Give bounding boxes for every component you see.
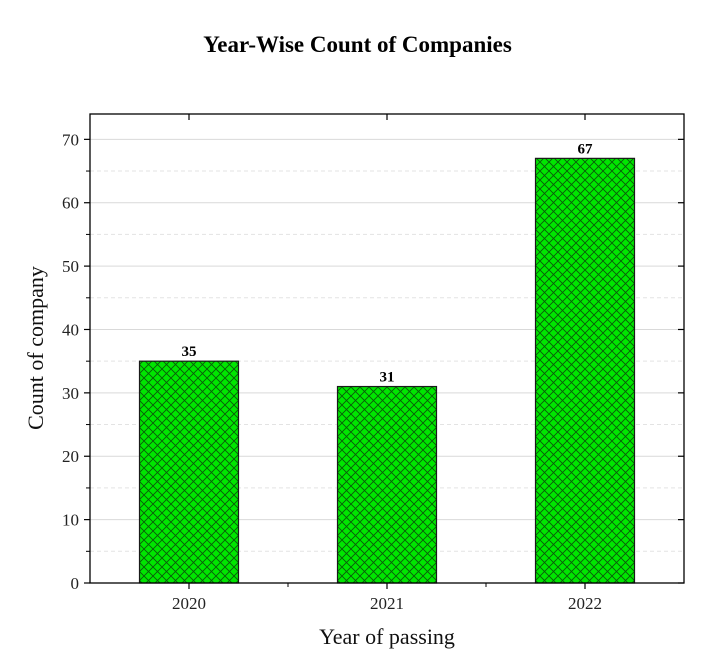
y-tick-label-70: 70 xyxy=(62,130,79,149)
x-axis-label: Year of passing xyxy=(319,624,455,649)
chart-title: Year-Wise Count of Companies xyxy=(203,32,512,57)
y-tick-label-20: 20 xyxy=(62,447,79,466)
y-tick-label-50: 50 xyxy=(62,257,79,276)
bar-2020 xyxy=(138,360,240,584)
plot-frame xyxy=(89,113,685,584)
y-axis-label: Count of company xyxy=(23,266,48,430)
y-tick-label-10: 10 xyxy=(62,511,79,530)
x-tick-label-2022: 2022 xyxy=(568,594,602,613)
bars xyxy=(138,157,636,584)
data-label-2022: 67 xyxy=(578,141,594,157)
y-tick-label-30: 30 xyxy=(62,384,79,403)
y-tick-label-0: 0 xyxy=(71,574,80,593)
bar-2021 xyxy=(336,385,438,584)
axes xyxy=(84,113,685,589)
x-tick-label-2021: 2021 xyxy=(370,594,404,613)
y-tick-label-60: 60 xyxy=(62,194,79,213)
labels: Year of passing Count of company 35 2020 3… xyxy=(23,130,602,649)
data-label-2020: 35 xyxy=(182,344,197,360)
data-label-2021: 31 xyxy=(380,370,395,386)
x-tick-label-2020: 2020 xyxy=(172,594,206,613)
bar-2022 xyxy=(534,157,636,584)
y-tick-label-40: 40 xyxy=(62,320,79,339)
